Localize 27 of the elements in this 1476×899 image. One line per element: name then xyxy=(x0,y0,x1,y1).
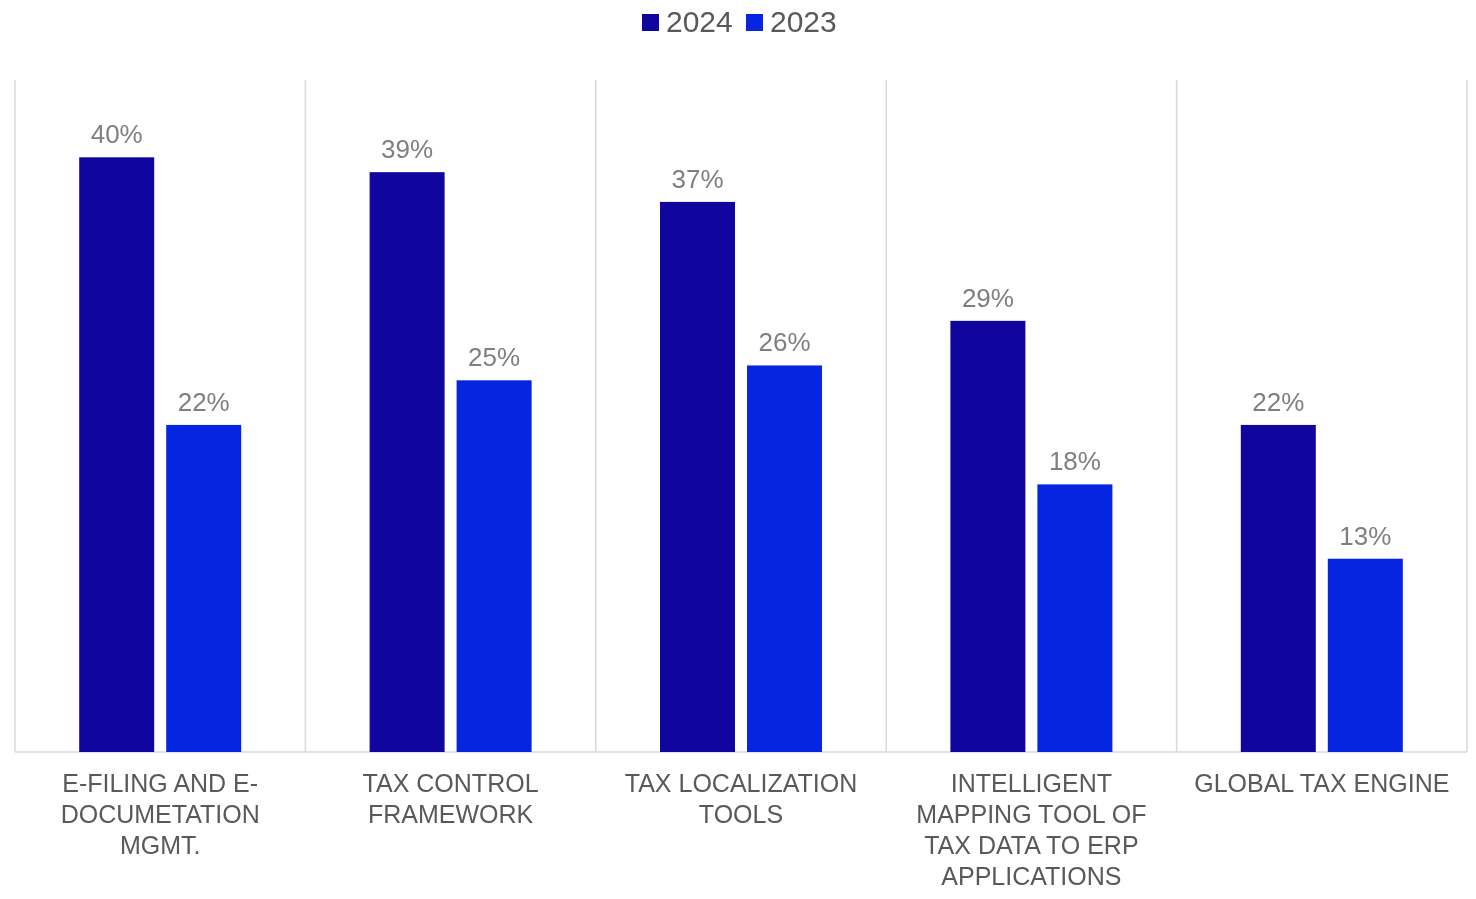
data-label: 29% xyxy=(961,282,1014,313)
x-tick-label: E-FILING AND E-DOCUMETATION MGMT. xyxy=(60,769,260,859)
legend-label: 2023 xyxy=(770,5,837,38)
bar xyxy=(1240,424,1316,752)
bar xyxy=(79,157,155,752)
data-label: 39% xyxy=(381,134,434,165)
bar xyxy=(369,172,445,752)
x-tick-label: TAX LOCALIZATION TOOLS xyxy=(624,769,858,828)
bar xyxy=(1327,558,1403,752)
x-tick-label: TAX CONTROL FRAMEWORK xyxy=(362,769,539,828)
bar xyxy=(950,320,1026,752)
x-tick-label: GLOBAL TAX ENGINE xyxy=(1194,769,1450,797)
bar xyxy=(660,201,735,752)
x-tick-label: INTELLIGENT MAPPING TOOL OF TAX DATA TO ERP APPLICATIONS xyxy=(916,769,1147,890)
data-label: 18% xyxy=(1048,446,1101,477)
bar xyxy=(456,380,532,752)
bar xyxy=(166,424,242,752)
legend-label: 2024 xyxy=(666,5,733,38)
data-label: 40% xyxy=(90,119,143,150)
data-label: 37% xyxy=(671,163,724,194)
bar xyxy=(747,365,822,752)
data-label: 26% xyxy=(758,327,811,358)
data-label: 25% xyxy=(468,342,521,373)
data-label: 13% xyxy=(1339,520,1392,551)
data-label: 22% xyxy=(177,386,230,417)
data-label: 22% xyxy=(1252,386,1305,417)
bar xyxy=(1037,484,1113,752)
